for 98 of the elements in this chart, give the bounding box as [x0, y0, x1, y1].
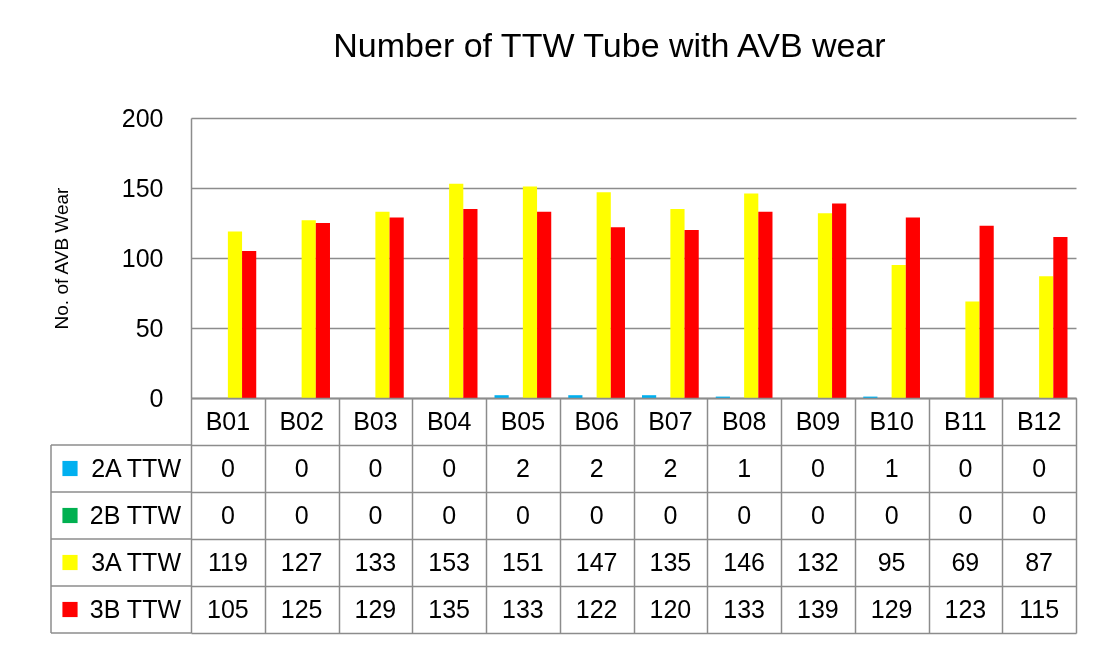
data-label: 0: [589, 500, 604, 529]
bar: [832, 203, 847, 398]
data-label: 0: [958, 500, 973, 529]
bar: [449, 183, 464, 398]
data-label: 0: [663, 500, 678, 529]
bar: [670, 209, 685, 398]
data-label: 0: [442, 453, 457, 482]
data-label: 123: [944, 594, 987, 623]
bar: [1039, 276, 1054, 398]
data-label: 120: [649, 594, 692, 623]
data-label: 146: [723, 547, 765, 576]
x-tick-label: B11: [944, 406, 987, 435]
bar: [1053, 237, 1068, 398]
data-label: 0: [515, 500, 530, 529]
data-label: 151: [502, 547, 544, 576]
data-label: 132: [797, 547, 839, 576]
data-label: 0: [368, 500, 383, 529]
bar: [227, 231, 243, 398]
data-label: 0: [294, 453, 309, 482]
data-label: 119: [207, 547, 248, 576]
bar: [642, 395, 657, 398]
data-label: 0: [220, 453, 235, 482]
data-label: 0: [442, 500, 457, 529]
bar: [758, 211, 773, 398]
data-label: 69: [951, 547, 980, 576]
data-label: 0: [294, 500, 309, 529]
bar: [684, 230, 699, 398]
data-label: 153: [428, 547, 470, 576]
data-label: 0: [810, 500, 825, 529]
data-label: 1: [737, 453, 752, 482]
data-label: 133: [354, 547, 397, 576]
data-label: 139: [797, 594, 839, 623]
data-label: 2: [663, 453, 678, 482]
bar: [905, 217, 920, 398]
x-tick-label: B01: [205, 406, 251, 435]
legend-label: 2B TTW: [89, 500, 182, 529]
data-label: 129: [354, 594, 397, 623]
y-axis-title: No. of AVB Wear: [50, 186, 72, 330]
bar: [463, 209, 478, 398]
legend-label: 3B TTW: [89, 594, 182, 623]
legend-label: 3A TTW: [91, 547, 182, 576]
data-label: 0: [884, 500, 899, 529]
x-tick-label: B03: [353, 406, 398, 435]
y-tick-label: 50: [135, 313, 164, 342]
bar: [817, 213, 833, 398]
legend-label: 2A TTW: [91, 453, 182, 482]
data-label: 105: [207, 594, 249, 623]
bar: [242, 251, 257, 398]
data-label: 0: [958, 453, 973, 482]
bar: [389, 217, 404, 398]
bar: [301, 220, 316, 398]
data-label: 2: [515, 453, 530, 482]
data-label: 115: [1019, 594, 1060, 623]
x-tick-label: B02: [279, 406, 324, 435]
y-tick-label: 0: [149, 383, 164, 412]
data-label: 2: [589, 453, 604, 482]
data-label: 95: [877, 547, 906, 576]
data-label: 0: [368, 453, 383, 482]
x-tick-label: B12: [1016, 406, 1062, 435]
y-tick-label: 200: [121, 103, 164, 132]
data-label: 135: [649, 547, 692, 576]
data-label: 125: [280, 594, 323, 623]
x-tick-label: B04: [426, 406, 472, 435]
data-label: 1: [884, 453, 899, 482]
x-tick-label: B09: [795, 406, 841, 435]
data-label: 87: [1025, 547, 1054, 576]
y-tick-label: 150: [121, 173, 164, 202]
data-label: 129: [870, 594, 913, 623]
data-label: 0: [220, 500, 235, 529]
data-label: 0: [737, 500, 752, 529]
bar: [537, 211, 552, 398]
data-label: 133: [723, 594, 765, 623]
data-label: 0: [1032, 500, 1047, 529]
x-tick-label: B10: [869, 406, 914, 435]
bar: [494, 395, 509, 398]
data-label: 0: [810, 453, 825, 482]
chart-title: Number of TTW Tube with AVB wear: [333, 26, 886, 64]
data-label: 133: [502, 594, 544, 623]
data-label: 127: [280, 547, 323, 576]
bar: [375, 211, 390, 398]
x-tick-label: B07: [648, 406, 693, 435]
y-tick-label: 100: [121, 243, 164, 272]
x-tick-label: B06: [574, 406, 619, 435]
bar: [596, 192, 611, 398]
bar: [610, 227, 625, 398]
data-label: 0: [1032, 453, 1047, 482]
bar: [744, 193, 759, 398]
x-tick-label: B05: [500, 406, 546, 435]
data-label: 135: [428, 594, 470, 623]
bar: [522, 186, 538, 398]
data-label: 147: [575, 547, 618, 576]
bar: [965, 301, 980, 398]
bar: [891, 265, 906, 398]
x-tick-label: B08: [721, 406, 767, 435]
data-label: 122: [575, 594, 618, 623]
bar: [315, 223, 330, 398]
bar: [979, 225, 994, 398]
bar: [568, 395, 583, 398]
